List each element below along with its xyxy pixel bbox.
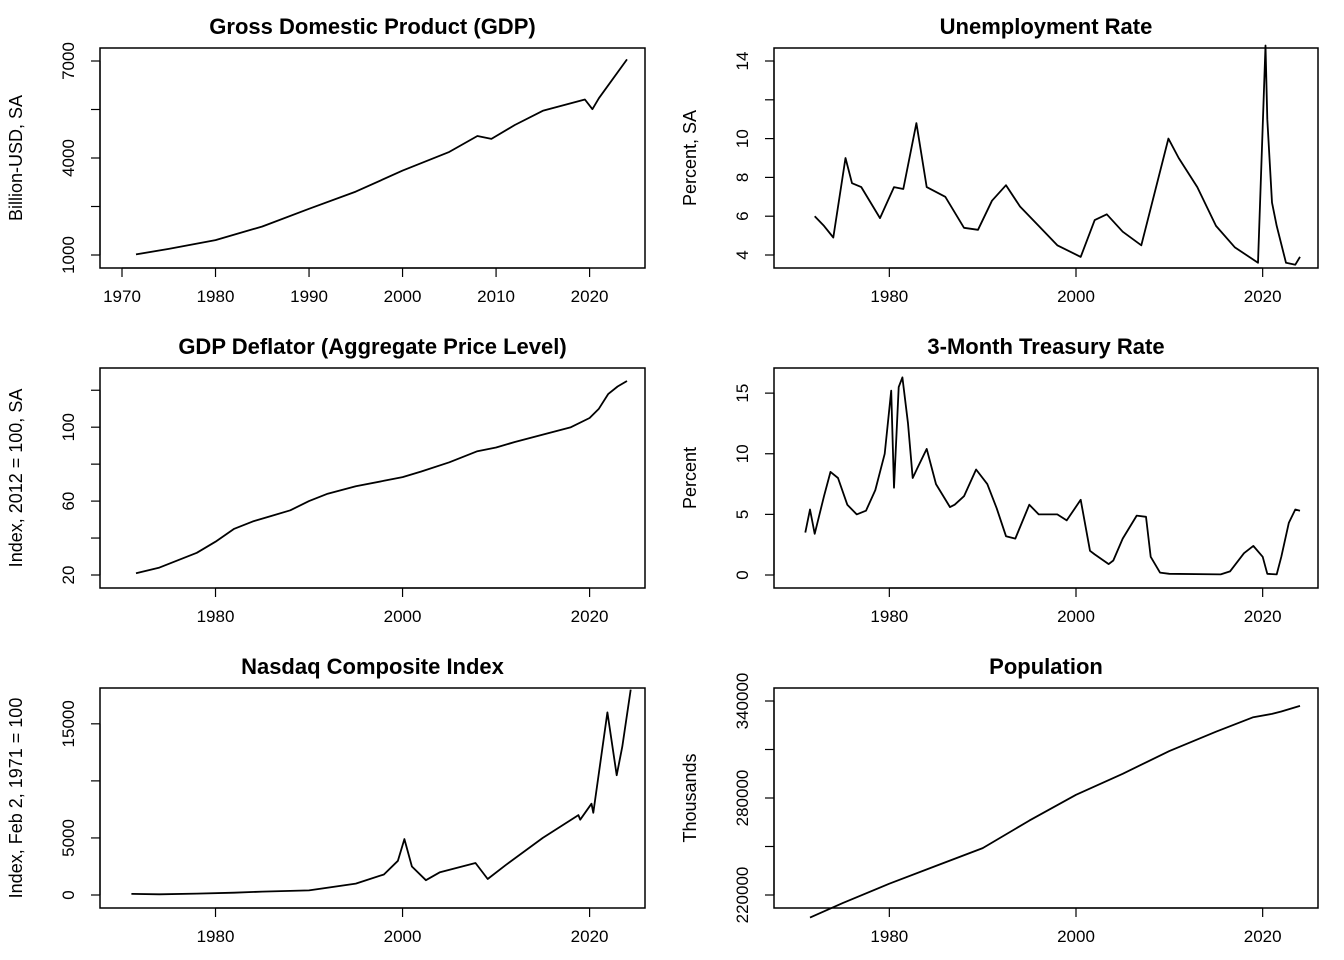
y-tick-label: 4 xyxy=(733,250,752,259)
panel-unemployment: Unemployment Rate Percent, SA 1980 2000 2020… xyxy=(680,14,1319,306)
y-axis-label: Percent, SA xyxy=(680,110,700,206)
y-tick-label: 280000 xyxy=(733,770,752,827)
series-line xyxy=(135,380,628,575)
y-tick-label: 5000 xyxy=(59,819,78,857)
y-tick-label: 0 xyxy=(59,890,78,899)
y-tick-label: 340000 xyxy=(733,673,752,730)
plot-frame xyxy=(773,47,1319,269)
panel-gdp-deflator: GDP Deflator (Aggregate Price Level) Inde… xyxy=(6,334,646,626)
y-tick-label: 220000 xyxy=(733,867,752,924)
x-tick-label: 1980 xyxy=(870,287,908,306)
chart-title: 3-Month Treasury Rate xyxy=(927,334,1164,359)
x-tick-label: 2010 xyxy=(477,287,515,306)
x-tick-label: 1990 xyxy=(290,287,328,306)
y-tick-label: 14 xyxy=(733,52,752,71)
x-tick-label: 1980 xyxy=(870,607,908,626)
x-tick-label: 2000 xyxy=(1057,607,1095,626)
x-tick-label: 1970 xyxy=(103,287,141,306)
panel-nasdaq: Nasdaq Composite Index Index, Feb 2, 1971… xyxy=(6,654,646,946)
x-tick-label: 2020 xyxy=(571,927,609,946)
x-tick-label: 2000 xyxy=(384,927,422,946)
x-tick-label: 1980 xyxy=(197,927,235,946)
y-tick-label: 100 xyxy=(59,413,78,441)
plot-frame xyxy=(99,367,646,589)
y-axis-label: Index, 2012 = 100, SA xyxy=(6,389,26,568)
x-tick-label: 2020 xyxy=(1244,927,1282,946)
panel-gdp: Gross Domestic Product (GDP) Billion-USD,… xyxy=(6,14,646,306)
y-tick-label: 60 xyxy=(59,492,78,511)
x-tick-label: 2000 xyxy=(384,287,422,306)
x-tick-label: 2000 xyxy=(1057,927,1095,946)
y-axis-label: Index, Feb 2, 1971 = 100 xyxy=(6,698,26,899)
series-line xyxy=(814,44,1301,266)
y-tick-label: 6 xyxy=(733,211,752,220)
x-tick-label: 2020 xyxy=(1244,607,1282,626)
series-line xyxy=(804,376,1301,576)
y-tick-label: 7000 xyxy=(59,42,78,80)
x-tick-label: 1980 xyxy=(197,287,235,306)
y-tick-label: 4000 xyxy=(59,139,78,177)
y-axis-label: Percent xyxy=(680,447,700,509)
y-tick-label: 1000 xyxy=(59,236,78,274)
series-line xyxy=(809,705,1301,919)
x-tick-label: 2020 xyxy=(1244,287,1282,306)
x-tick-label: 2020 xyxy=(571,287,609,306)
y-tick-label: 10 xyxy=(733,444,752,463)
plot-frame xyxy=(99,687,646,909)
y-tick-label: 15000 xyxy=(59,700,78,747)
x-tick-label: 2020 xyxy=(571,607,609,626)
panel-treasury-rate: 3-Month Treasury Rate Percent 1980 2000 2020… xyxy=(680,334,1319,626)
chart-title: Unemployment Rate xyxy=(940,14,1153,39)
y-tick-label: 15 xyxy=(733,384,752,403)
x-tick-label: 2000 xyxy=(1057,287,1095,306)
plot-frame xyxy=(773,687,1319,909)
chart-title: Nasdaq Composite Index xyxy=(241,654,505,679)
y-tick-label: 20 xyxy=(59,566,78,585)
x-tick-label: 2000 xyxy=(384,607,422,626)
plot-frame xyxy=(99,47,646,269)
x-tick-label: 1980 xyxy=(197,607,235,626)
plot-frame xyxy=(773,367,1319,589)
chart-title: Population xyxy=(989,654,1103,679)
chart-title: Gross Domestic Product (GDP) xyxy=(209,14,535,39)
y-tick-label: 0 xyxy=(733,570,752,579)
series-line xyxy=(135,58,628,256)
panel-population: Population Thousands 1980 2000 2020 220000 280… xyxy=(680,654,1319,946)
y-tick-label: 8 xyxy=(733,173,752,182)
y-tick-label: 5 xyxy=(733,510,752,519)
y-axis-label: Thousands xyxy=(680,753,700,842)
y-axis-label: Billion-USD, SA xyxy=(6,95,26,221)
x-tick-label: 1980 xyxy=(870,927,908,946)
chart-title: GDP Deflator (Aggregate Price Level) xyxy=(178,334,566,359)
series-line xyxy=(131,689,632,896)
y-tick-label: 10 xyxy=(733,129,752,148)
